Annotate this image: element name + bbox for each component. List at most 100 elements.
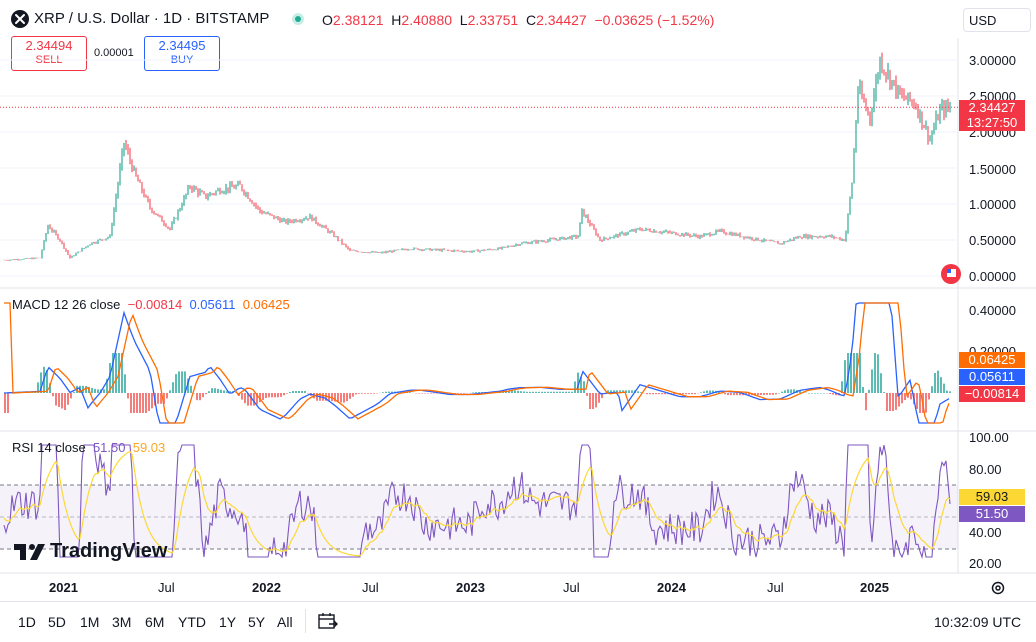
macd-histogram-bar — [268, 393, 270, 398]
macd-histogram-bar — [925, 393, 927, 413]
tradingview-logo-icon — [14, 543, 45, 560]
macd-histogram-bar — [673, 393, 675, 395]
macd-histogram-bar — [901, 393, 903, 404]
macd-histogram-bar — [841, 381, 843, 393]
macd-histogram-bar — [523, 391, 525, 393]
macd-histogram-bar — [895, 393, 897, 410]
macd-histogram-bar — [844, 360, 846, 393]
macd-histogram-bar — [214, 388, 216, 393]
macd-histogram-bar — [940, 377, 942, 393]
rsi-ma-tag: 59.03 — [959, 489, 1025, 505]
ohlc-values: O2.38121 H2.40880 L2.33751 C2.34427 −0.0… — [322, 12, 715, 28]
macd-histogram-bar — [304, 390, 306, 393]
currency-selector[interactable]: USD — [963, 8, 1031, 32]
macd-histogram-bar — [661, 393, 663, 395]
macd-histogram-bar — [49, 383, 51, 393]
range-all[interactable]: All — [277, 614, 293, 630]
macd-histogram-bar — [898, 393, 900, 407]
macd-histogram-bar — [625, 390, 627, 393]
macd-histogram-bar — [706, 390, 708, 393]
macd-histogram-bar — [772, 393, 774, 395]
macd-histogram-bar — [409, 392, 411, 393]
macd-hist-tag: −0.00814 — [959, 386, 1025, 402]
range-1d[interactable]: 1D — [18, 614, 36, 630]
macd-histogram-bar — [580, 376, 582, 393]
macd-histogram-bar — [793, 389, 795, 393]
settings-icon[interactable] — [990, 580, 1006, 601]
macd-histogram-bar — [346, 393, 348, 402]
macd-histogram-bar — [295, 390, 297, 393]
macd-histogram-bar — [352, 393, 354, 397]
symbol-title[interactable]: XRP / U.S. Dollar · 1D · BITSTAMP — [34, 10, 270, 27]
macd-histogram-bar — [664, 393, 666, 395]
macd-histogram-bar — [4, 393, 6, 413]
macd-histogram-bar — [139, 393, 141, 413]
macd-histogram-bar — [631, 390, 633, 393]
macd-histogram-bar — [163, 393, 165, 404]
range-5d[interactable]: 5D — [48, 614, 66, 630]
macd-histogram-bar — [142, 393, 144, 413]
macd-histogram-bar — [391, 391, 393, 393]
macd-histogram-bar — [583, 381, 585, 393]
range-ytd[interactable]: YTD — [178, 614, 206, 630]
time-tick: 2025 — [860, 580, 889, 595]
rsi-tick: 40.00 — [969, 525, 1002, 540]
macd-histogram-bar — [784, 390, 786, 393]
utc-clock[interactable]: 10:32:09 UTC — [934, 614, 1022, 630]
date-range-icon[interactable] — [317, 611, 339, 636]
macd-histogram-bar — [133, 393, 135, 413]
macd-histogram-bar — [298, 390, 300, 393]
macd-histogram-bar — [112, 353, 114, 393]
macd-histogram-bar — [919, 393, 921, 413]
signal-line — [4, 302, 950, 424]
buy-button[interactable]: 2.34495 BUY — [144, 36, 220, 71]
range-3m[interactable]: 3M — [112, 614, 132, 630]
macd-title: MACD 12 26 close — [12, 297, 121, 312]
macd-histogram-bar — [871, 369, 873, 393]
xrp-logo-icon — [11, 10, 29, 28]
macd-histogram-bar — [589, 393, 591, 409]
range-6m[interactable]: 6M — [145, 614, 165, 630]
macd-histogram-bar — [934, 373, 936, 393]
macd-histogram-bar — [943, 383, 945, 393]
macd-histogram-bar — [64, 393, 66, 410]
macd-histogram-bar — [148, 393, 150, 411]
macd-histogram-bar — [55, 393, 57, 406]
range-1y[interactable]: 1Y — [219, 614, 237, 630]
macd-histogram-bar — [520, 391, 522, 393]
macd-histogram-bar — [607, 390, 609, 393]
macd-histogram-bar — [316, 393, 318, 401]
macd-histogram-bar — [532, 391, 534, 393]
range-5y[interactable]: 5Y — [248, 614, 266, 630]
macd-histogram-bar — [613, 390, 615, 393]
macd-histogram-bar — [247, 393, 249, 406]
macd-histogram-bar — [835, 393, 837, 396]
macd-histogram-bar — [46, 370, 48, 393]
macd-line — [3, 302, 950, 424]
macd-histogram-bar — [373, 393, 375, 394]
macd-histogram-bar — [682, 393, 684, 395]
macd-histogram-bar — [382, 392, 384, 393]
macd-histogram-bar — [544, 391, 546, 393]
macd-histogram-bar — [517, 390, 519, 393]
macd-histogram-bar — [832, 393, 834, 395]
price-tick: 3.00000 — [969, 53, 1016, 68]
macd-histogram-bar — [559, 391, 561, 393]
macd-histogram-bar — [703, 391, 705, 393]
macd-histogram-bar — [172, 382, 174, 393]
macd-histogram-bar — [865, 393, 867, 411]
macd-histogram-bar — [109, 363, 111, 393]
macd-histogram-bar — [679, 393, 681, 395]
macd-histogram-bar — [688, 393, 690, 395]
flag-icon[interactable] — [941, 264, 961, 284]
price-tick: 1.50000 — [969, 162, 1016, 177]
macd-histogram-bar — [241, 393, 243, 400]
macd-histogram-bar — [829, 393, 831, 394]
range-1m[interactable]: 1M — [80, 614, 100, 630]
market-open-dot-icon — [292, 13, 304, 25]
macd-histogram-bar — [646, 393, 648, 395]
macd-histogram-bar — [757, 393, 759, 396]
macd-histogram-bar — [616, 390, 618, 393]
time-tick: Jul — [767, 580, 784, 595]
